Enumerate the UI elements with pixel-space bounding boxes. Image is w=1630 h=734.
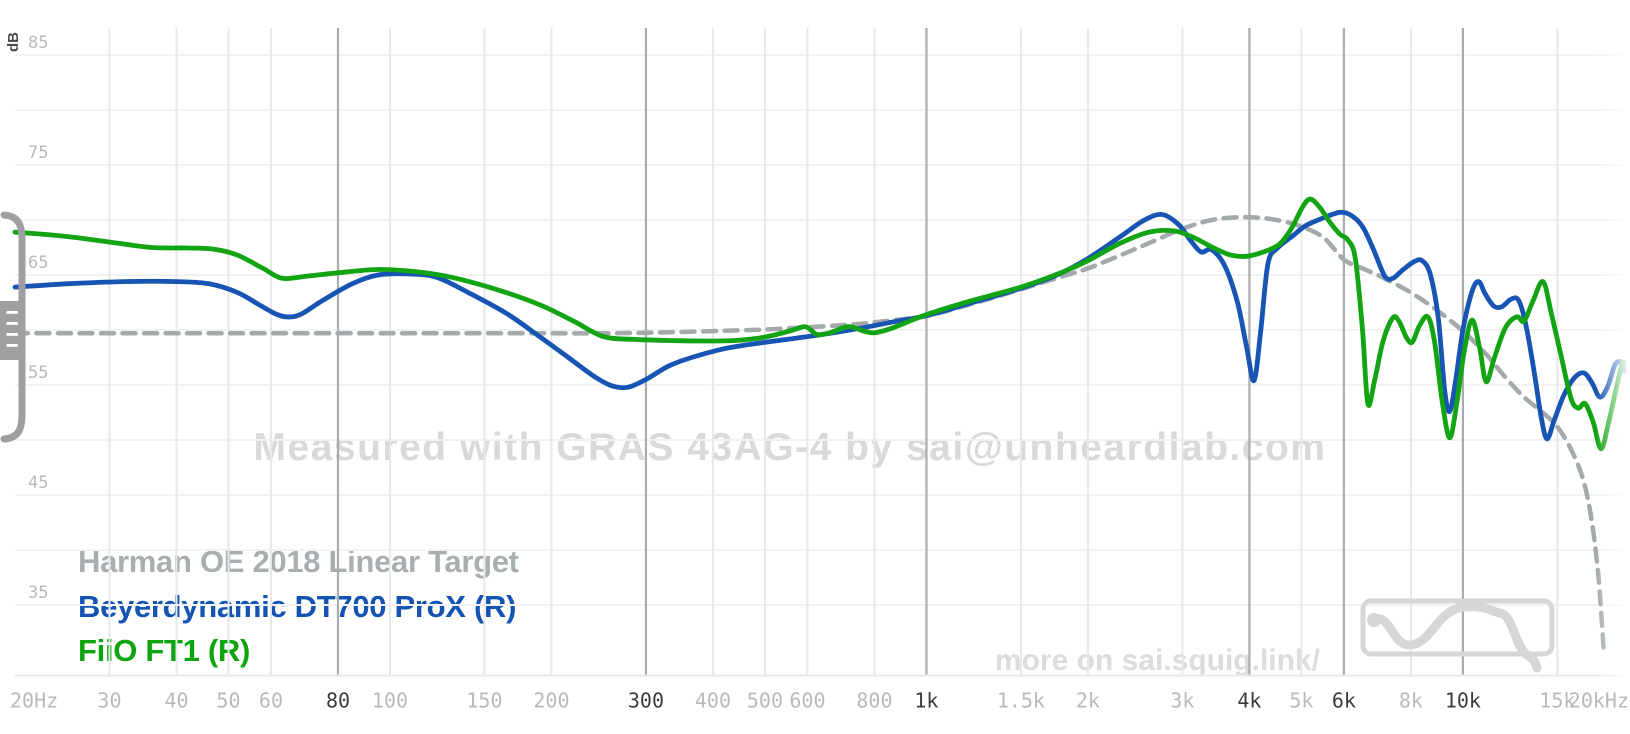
x-tick-label: 80 <box>326 689 350 713</box>
x-tick-label: 300 <box>628 689 664 713</box>
x-tick-label: 5k <box>1289 689 1313 713</box>
x-tick-label: 400 <box>695 689 731 713</box>
y-tick-label: 45 <box>28 473 48 493</box>
x-tick-label: 15k <box>1539 689 1575 713</box>
x-tick-label: 30 <box>97 689 121 713</box>
y-tick-label: 65 <box>28 253 48 273</box>
x-tick-label: 1.5k <box>997 689 1045 713</box>
legend-item-target[interactable]: Harman OE 2018 Linear Target <box>78 544 519 579</box>
x-tick-label: 600 <box>789 689 825 713</box>
x-tick-label: 200 <box>533 689 569 713</box>
promo-link-text: more on sai.squig.link/ <box>994 644 1320 677</box>
db-unit-label: dB <box>5 32 22 52</box>
x-tick-label: 10k <box>1445 689 1481 713</box>
x-tick-label: 50 <box>216 689 240 713</box>
x-tick-label: 20Hz <box>10 689 58 713</box>
x-tick-label: 1k <box>914 689 938 713</box>
x-tick-label: 800 <box>856 689 892 713</box>
x-tick-label: 8k <box>1399 689 1423 713</box>
watermark-text: Measured with GRAS 43AG-4 by sai@unheard… <box>253 426 1327 469</box>
x-tick-label: 2k <box>1076 689 1100 713</box>
squiglink-logo-icon <box>1360 598 1555 673</box>
x-tick-label: 60 <box>259 689 283 713</box>
x-tick-label: 20kHz <box>1569 689 1629 713</box>
x-tick-label: 500 <box>747 689 783 713</box>
curve-1[interactable] <box>12 209 1627 442</box>
y-tick-label: 85 <box>28 33 48 53</box>
legend-item-fiio-ft1[interactable]: FiiO FT1 (R) <box>78 633 251 668</box>
y-tick-label: 35 <box>28 583 48 603</box>
curve-0[interactable] <box>12 214 1606 652</box>
x-tick-label: 3k <box>1170 689 1194 713</box>
legend-item-dt700prox[interactable]: Beyerdynamic DT700 ProX (R) <box>78 589 517 624</box>
curve-2[interactable] <box>12 196 1627 452</box>
y-axis-drag-handle[interactable] <box>0 211 26 443</box>
plot-area: 20Hz 30 40 50 60 80 100 150 200 300 400 500 600 800 1k… <box>5 26 1630 713</box>
x-tick-label: 4k <box>1237 689 1261 713</box>
x-tick-label: 40 <box>164 689 188 713</box>
x-tick-label: 150 <box>466 689 502 713</box>
y-tick-label: 55 <box>28 363 48 383</box>
x-tick-label: 6k <box>1332 689 1356 713</box>
x-tick-label: 100 <box>372 689 408 713</box>
y-tick-label: 75 <box>28 143 48 163</box>
right-fade <box>1596 26 1630 678</box>
